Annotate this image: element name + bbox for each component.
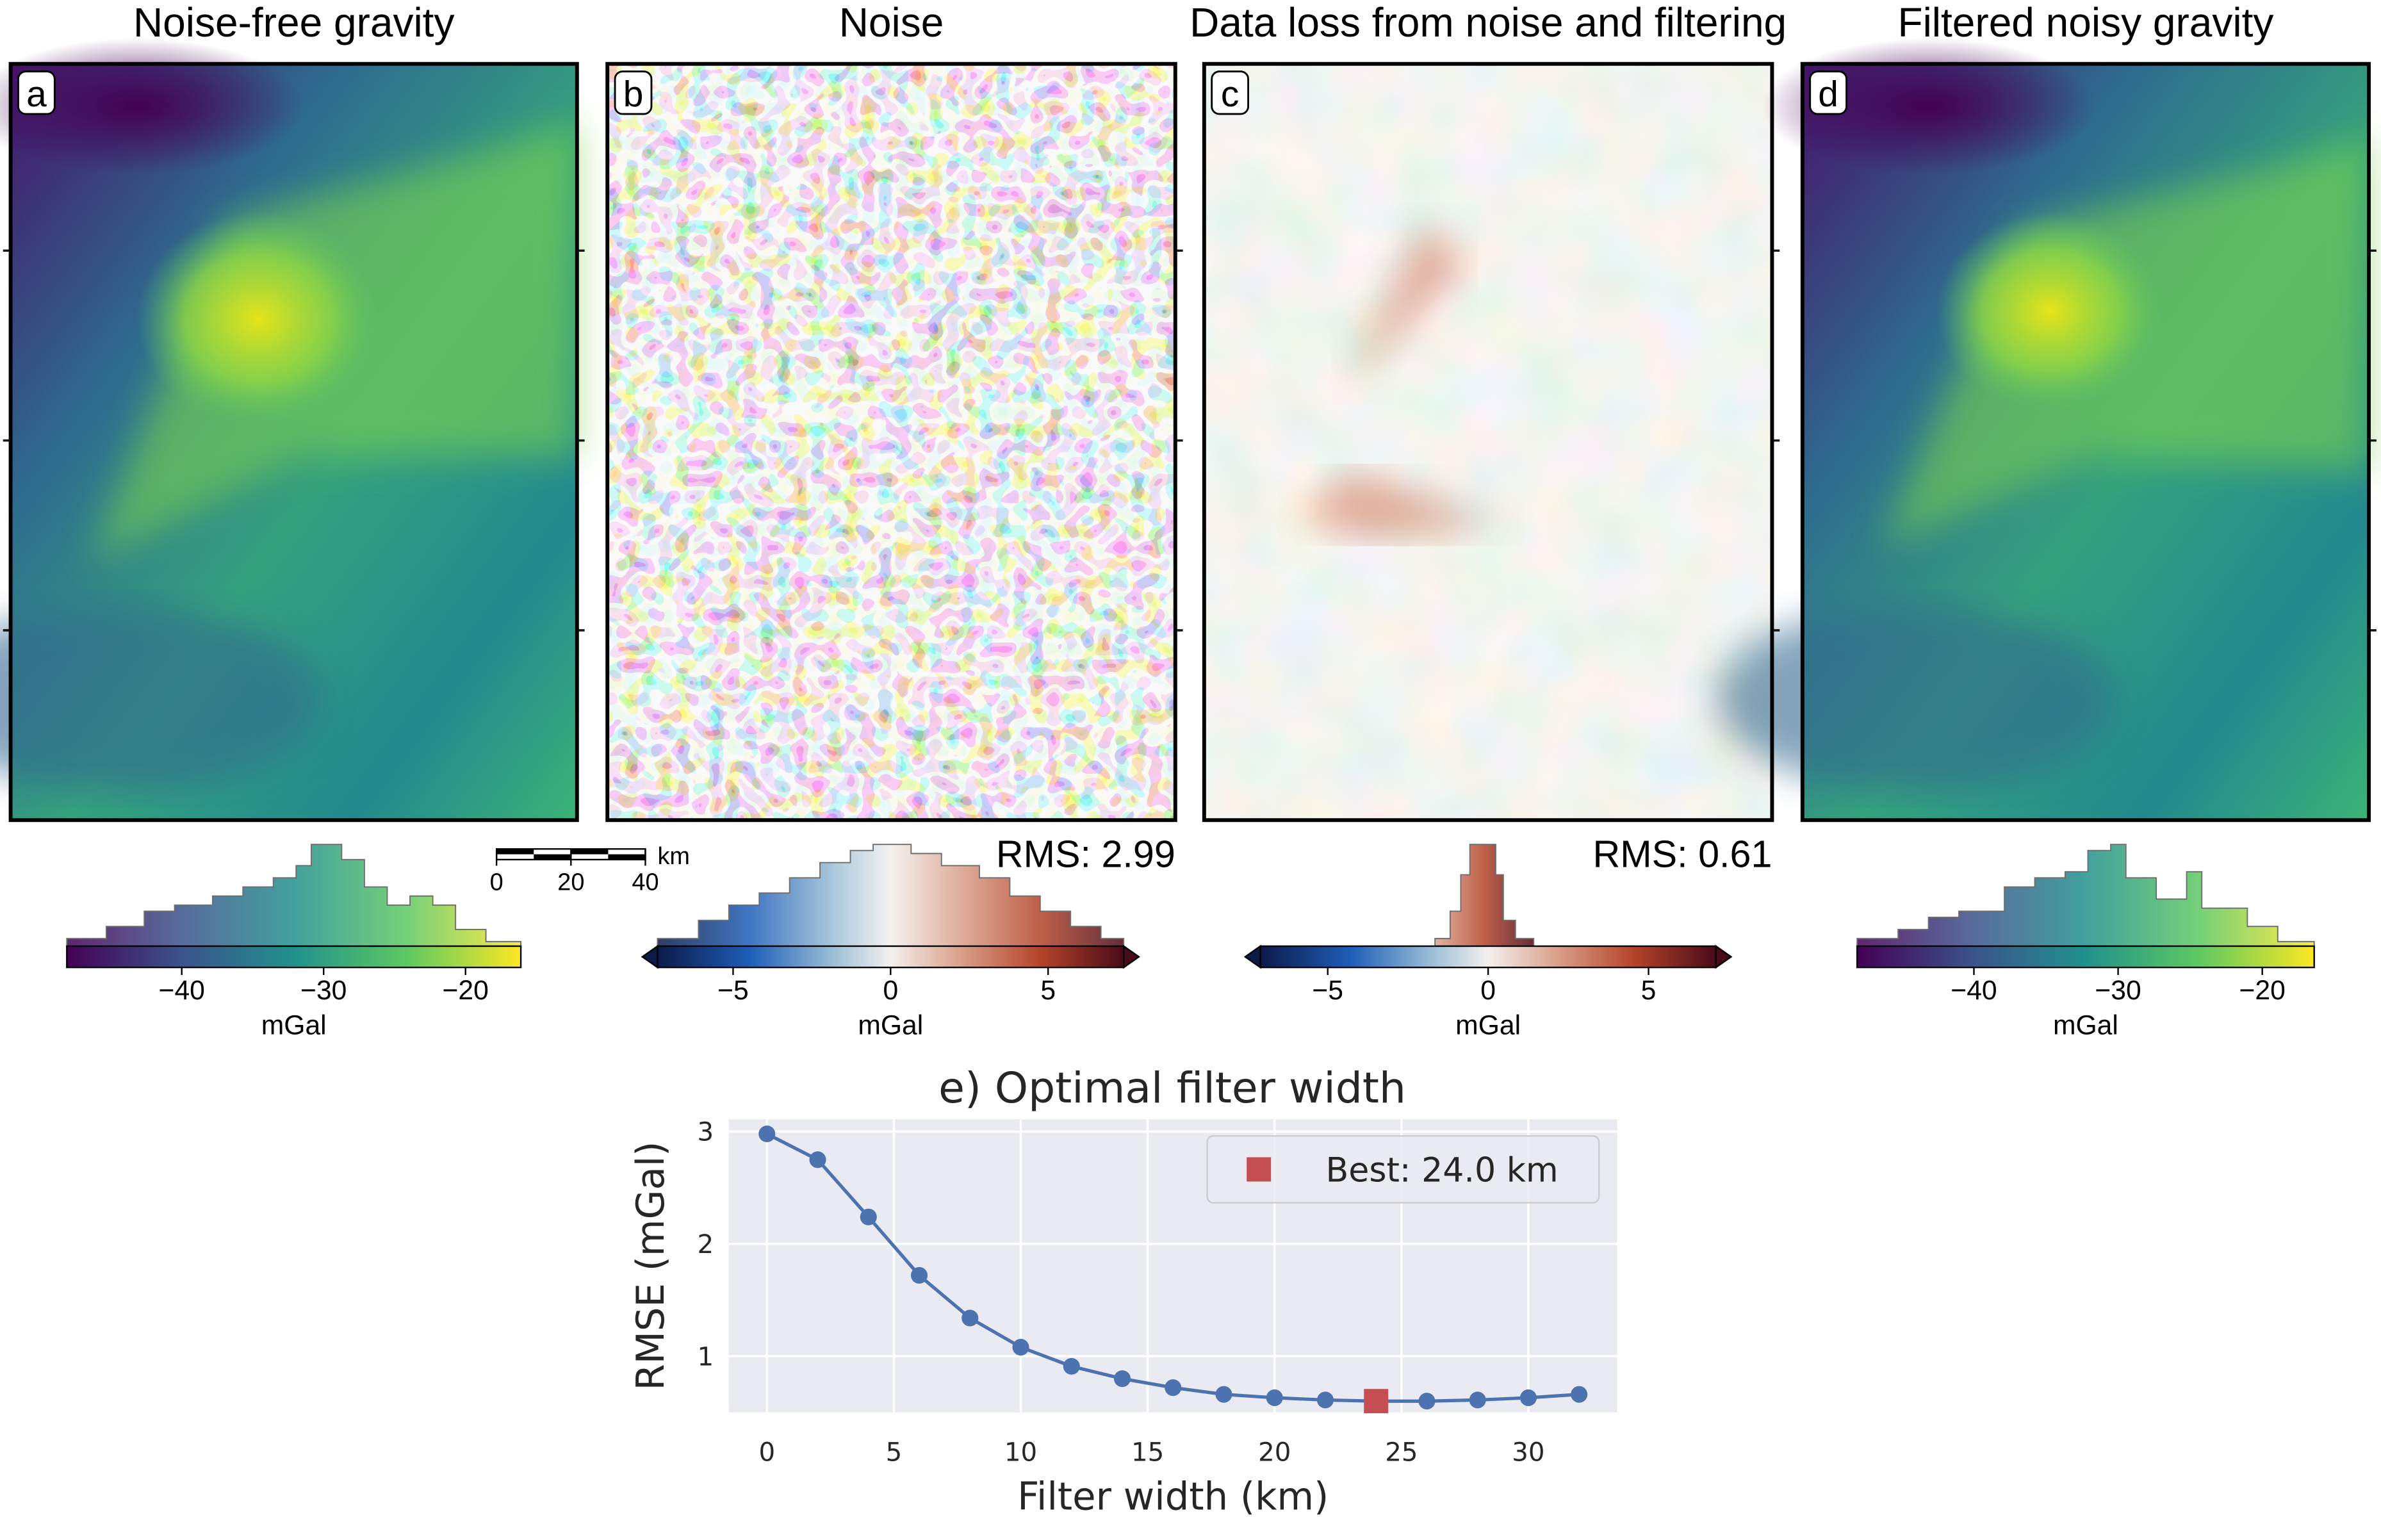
colorbar-extend (1123, 944, 1140, 969)
panel-label: a (26, 74, 47, 115)
point (1113, 1370, 1131, 1388)
colorbar-label: mGal (261, 1010, 327, 1040)
colorbar (1856, 945, 2315, 969)
colorbar-tick-label: 0 (1480, 975, 1496, 1006)
x-tick-label: 25 (1385, 1438, 1418, 1468)
map-a (0, 38, 577, 821)
y-tick-label: 3 (698, 1117, 714, 1147)
labels: Noise-free gravity a −40 −30 −20 mGal Noise b RM… (17, 0, 2315, 1040)
x-tick-label: 15 (1131, 1438, 1164, 1468)
colorbar (66, 945, 522, 969)
panel-label: d (1818, 74, 1838, 115)
best-marker (1364, 1389, 1389, 1414)
y-tick-label: 2 (698, 1229, 714, 1259)
point (1215, 1386, 1232, 1403)
colorbar-tick-label: −30 (300, 975, 347, 1006)
point (1063, 1357, 1080, 1375)
panel-label: c (1221, 74, 1239, 115)
rms-label: RMS: 0.61 (1593, 833, 1772, 876)
point (1012, 1339, 1029, 1356)
panel-title: Noise (839, 0, 944, 45)
scalebar-label: 20 (557, 869, 584, 896)
panel-label-box (1809, 70, 1847, 115)
x-tick-label: 10 (1004, 1438, 1037, 1468)
chart-title: e) Optimal filter width (938, 1063, 1406, 1113)
x-axis-label: Filter width (km) (1017, 1474, 1329, 1518)
line-chart: 0 5 10 15 20 25 30 1 2 3 Best: 24.0 km e) Optimal f… (628, 1063, 1617, 1518)
colorbar-tick-label: 0 (883, 975, 898, 1006)
colorbar-extend (1715, 944, 1733, 969)
colorbar-tick-label: 5 (1040, 975, 1056, 1006)
scalebar-segment (608, 854, 646, 860)
point (1519, 1389, 1537, 1406)
colorbar-tick-label: −20 (443, 975, 489, 1006)
rms-label: RMS: 2.99 (996, 833, 1175, 876)
point (1571, 1386, 1588, 1403)
colorbar-label: mGal (858, 1010, 923, 1040)
y-axis-label: RMSE (mGal) (628, 1142, 673, 1391)
point (758, 1125, 776, 1143)
histograms (66, 844, 2315, 947)
y-tick-label: 1 (698, 1341, 714, 1372)
map-d (1715, 38, 2369, 821)
x-tick-label: 0 (758, 1438, 775, 1468)
colorbar-extend (641, 944, 659, 969)
legend-label: Best: 24.0 km (1325, 1151, 1558, 1190)
panel-label-box (17, 70, 56, 115)
panel-label: b (623, 74, 644, 115)
colorbar-tick-label: −40 (159, 975, 205, 1006)
point (809, 1151, 826, 1168)
point (910, 1266, 928, 1284)
scalebar-segment (496, 849, 534, 855)
scalebar-segment (534, 854, 571, 860)
point (1165, 1379, 1182, 1397)
colorbar-tick-label: −30 (2095, 975, 2141, 1006)
point (1316, 1391, 1334, 1409)
point (1469, 1391, 1486, 1409)
colorbar-tick-label: −5 (717, 975, 749, 1006)
colorbar-tick-label: 5 (1641, 975, 1657, 1006)
colorbar-tick-label: −5 (1312, 975, 1343, 1006)
panel-label-box (614, 70, 653, 115)
legend-swatch (1247, 1157, 1272, 1182)
colorbar-label: mGal (2053, 1010, 2118, 1040)
point (860, 1208, 877, 1225)
point (1418, 1393, 1436, 1410)
legend (1206, 1135, 1600, 1204)
colorbar-extend (1243, 944, 1261, 969)
x-tick-label: 5 (886, 1438, 903, 1468)
x-tick-label: 30 (1512, 1438, 1544, 1468)
colorbar-tick-label: −20 (2239, 975, 2285, 1006)
scalebar-segment (571, 849, 609, 855)
colorbar-label: mGal (1455, 1010, 1521, 1040)
map-c (1204, 63, 1772, 821)
map-b (607, 63, 1175, 821)
scalebar-label: 40 (632, 869, 659, 896)
colorbar (657, 945, 1125, 969)
panel-title: Data loss from noise and filtering (1190, 0, 1787, 45)
panel-label-box (1211, 70, 1250, 115)
scalebar-unit: km (657, 843, 690, 870)
panel-title: Filtered noisy gravity (1897, 0, 2273, 45)
point (1266, 1389, 1283, 1406)
panel-title: Noise-free gravity (133, 0, 455, 45)
x-tick-label: 20 (1258, 1438, 1291, 1468)
maps (0, 38, 2377, 947)
colorbar (1259, 945, 1717, 969)
scalebar-label: 0 (490, 869, 503, 896)
point (961, 1309, 979, 1327)
colorbar-tick-label: −40 (1951, 975, 1997, 1006)
